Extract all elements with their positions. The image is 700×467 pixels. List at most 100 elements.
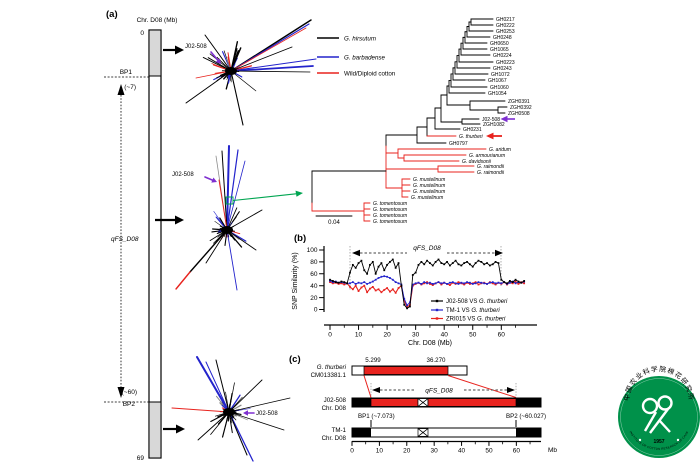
- network-pointer-line: [210, 51, 220, 62]
- snp-curve-marker: [520, 281, 523, 284]
- snp-curve-marker: [471, 265, 474, 268]
- snp-curve-marker: [457, 263, 460, 266]
- tree-tip-label: GH1065: [490, 47, 509, 53]
- snp-curve-marker: [443, 263, 446, 266]
- c-ref-name: G. thurberi: [317, 364, 347, 371]
- j02508-pointer-arrow-icon: [500, 115, 508, 123]
- tree-tip-label: GH1060: [490, 85, 509, 91]
- snp-curve-marker: [386, 275, 388, 278]
- tree-tip-label: ZGH0508: [508, 111, 530, 117]
- seal-monogram-icon: [641, 395, 673, 434]
- snp-curve-marker: [491, 282, 494, 285]
- snp-curve-marker: [366, 272, 369, 275]
- tree-tip-label: G. thurberi: [459, 134, 484, 140]
- c-ref-bar: [351, 365, 468, 376]
- network-pointer-arrow-icon: [243, 410, 248, 416]
- snp-curve-marker: [511, 281, 514, 284]
- phylogenetic-tree: GH0217GH0222GH0253GH0248GH0650GH1065GH02…: [311, 17, 532, 225]
- snp-curve-marker: [466, 261, 468, 263]
- network-branch: [221, 150, 228, 231]
- snp-curve-marker: [403, 297, 406, 300]
- snp-curve-marker: [357, 262, 360, 264]
- snp-curve-marker: [491, 281, 494, 284]
- snp-curve-marker: [523, 282, 526, 285]
- snp-curve-marker: [377, 265, 380, 268]
- panel-a-label: (a): [106, 9, 118, 20]
- snp-curve-marker: [411, 274, 414, 276]
- snp-curve-marker: [506, 282, 508, 285]
- snp-curve-marker: [503, 281, 506, 284]
- snp-curve-marker: [426, 259, 428, 262]
- tree-tip-label: GH0243: [493, 66, 512, 72]
- snp-curve-marker: [331, 282, 334, 285]
- snp-curve-marker: [329, 278, 331, 281]
- snp-curve-marker: [394, 281, 397, 284]
- c-sample2-chr: Chr. D08: [322, 435, 347, 442]
- qtl-span-arrow-up-icon: [117, 84, 125, 95]
- network-branch: [196, 356, 230, 413]
- tree-tip-label: G. tomentosum: [373, 207, 407, 213]
- tree-tip-label: G. mustelinum: [411, 195, 443, 201]
- snp-curve-marker: [329, 280, 331, 282]
- network2-j02508-label: J02-508: [172, 172, 194, 178]
- snp-curve-marker: [434, 261, 437, 263]
- snp-curve-marker: [366, 283, 369, 285]
- network-branch: [189, 229, 228, 273]
- tree-tip-label: GH1072: [491, 72, 510, 78]
- snp-curve-marker: [343, 281, 346, 284]
- snp-curve-marker: [363, 269, 366, 272]
- snp-curve-marker: [349, 285, 351, 288]
- c-bp1-label: BP1 (~7.073): [358, 413, 395, 420]
- tree-tip-label: GH1054: [488, 91, 507, 97]
- b-x-tick-label: 40: [441, 332, 449, 339]
- tree-tip-label: GH0797: [449, 141, 468, 147]
- c-x-tick-label: 40: [458, 448, 466, 455]
- snp-curve-marker: [500, 282, 503, 285]
- snp-curve-marker: [369, 287, 371, 290]
- snp-curve-marker: [451, 262, 454, 264]
- snp-curve-marker: [351, 288, 354, 291]
- snp-curve-marker: [351, 263, 354, 266]
- network-burst-2: [175, 145, 263, 291]
- c-qtl-annotation: [370, 383, 517, 397]
- c-connector-right: [447, 375, 517, 398]
- snp-curve-marker: [397, 287, 400, 289]
- c-x-tick-label: 20: [403, 448, 411, 455]
- chromosome-ideogram: [148, 29, 162, 459]
- legend-label-wild: Wild/Diploid cotton: [344, 71, 396, 78]
- network-branch: [230, 70, 257, 92]
- snp-curve-marker: [403, 303, 406, 306]
- snp-curve-marker: [334, 281, 337, 284]
- network-branch: [230, 70, 244, 126]
- chromosome-bottom-segment: [149, 402, 161, 458]
- network-branch: [226, 229, 238, 291]
- snp-curve-marker: [437, 281, 440, 284]
- tree-tip-label: J02-508: [482, 117, 500, 123]
- tree-tip-label: G. mustelinum: [413, 189, 445, 195]
- b-y-tick-label: 60: [310, 271, 318, 278]
- snp-curve-marker: [471, 283, 474, 285]
- network-branch: [228, 411, 254, 462]
- snp-curve-marker: [474, 281, 477, 284]
- network-branch: [228, 382, 235, 413]
- b-x-tick-label: 50: [469, 332, 477, 339]
- snp-curve-marker: [391, 288, 394, 291]
- network-branch: [230, 41, 239, 72]
- snp-curve-marker: [374, 272, 377, 275]
- snp-curve-marker: [437, 258, 440, 261]
- snp-curve-marker: [423, 282, 426, 285]
- snp-curve-marker: [389, 277, 391, 279]
- c-ref-end: 36.270: [427, 357, 446, 364]
- network3-j02508-label: J02-508: [256, 411, 278, 417]
- snp-curve-marker: [331, 281, 334, 284]
- qtl-label-a: qFS_D08: [111, 236, 139, 243]
- thurberi-pointer-arrow-icon: [486, 132, 494, 140]
- snp-curve-marker: [480, 261, 483, 263]
- snp-curve-marker: [363, 284, 366, 287]
- snp-curve-marker: [374, 289, 377, 292]
- snp-curve-marker: [440, 262, 443, 264]
- b-y-tick-label: 80: [310, 259, 318, 266]
- snp-curve-marker: [486, 283, 488, 285]
- snp-curve-marker: [523, 280, 526, 282]
- snp-curve-marker: [380, 291, 383, 294]
